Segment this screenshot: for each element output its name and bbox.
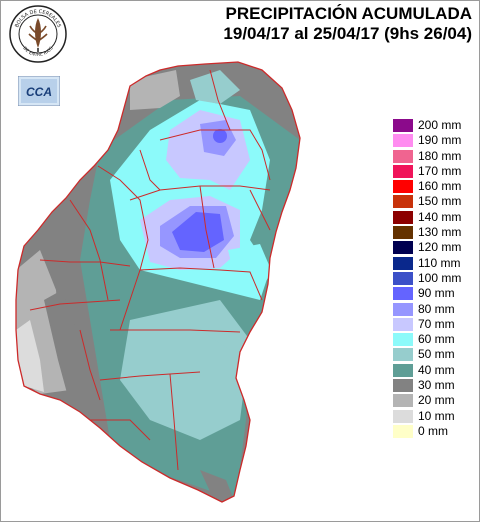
legend-label: 120 mm — [418, 240, 462, 255]
legend-label: 180 mm — [418, 148, 462, 163]
legend-swatch — [393, 348, 413, 362]
title-line-2: 19/04/17 al 25/04/17 (9hs 26/04) — [223, 24, 472, 43]
legend-swatch — [393, 379, 413, 393]
precipitation-map — [15, 61, 301, 503]
legend-swatch — [393, 226, 413, 240]
legend-swatch — [393, 241, 413, 255]
legend-swatch — [393, 180, 413, 194]
title-line-1: PRECIPITACIÓN ACUMULADA — [225, 4, 473, 23]
legend-swatch — [393, 302, 413, 316]
legend-swatch — [393, 119, 413, 132]
legend-label: 60 mm — [418, 332, 455, 347]
cca-badge: CCA — [18, 76, 60, 106]
legend-label: 170 mm — [418, 163, 462, 178]
legend-swatch — [393, 333, 413, 347]
legend-label: 190 mm — [418, 133, 462, 148]
legend-label: 0 mm — [418, 423, 448, 438]
cca-badge-text: CCA — [26, 85, 52, 99]
legend-label: 90 mm — [418, 286, 455, 301]
legend-label: 110 mm — [418, 255, 461, 270]
legend-swatch — [393, 287, 413, 301]
legend-swatch — [393, 134, 413, 148]
legend-swatch — [393, 409, 413, 423]
legend-label: 80 mm — [418, 301, 455, 316]
legend-label: 140 mm — [418, 209, 462, 224]
legend-swatch — [393, 394, 413, 408]
legend-swatch — [393, 149, 413, 163]
legend-swatch — [393, 363, 413, 377]
legend-swatch — [393, 164, 413, 178]
legend-label: 200 mm — [418, 118, 462, 132]
legend-swatch — [393, 195, 413, 209]
legend-swatch — [393, 210, 413, 224]
legend-label: 20 mm — [418, 393, 455, 408]
legend-label: 50 mm — [418, 347, 455, 362]
legend-swatch — [393, 317, 413, 331]
department-boundaries — [15, 61, 301, 503]
legend-label: 150 mm — [418, 194, 462, 209]
legend-label: 10 mm — [418, 408, 455, 423]
legend-label: 70 mm — [418, 316, 455, 331]
bolsa-de-cereales-logo: BOLSA DE CEREALES DE ENTRE RIOS — [9, 5, 67, 63]
legend-swatch — [393, 271, 413, 285]
legend-label: 30 mm — [418, 378, 455, 393]
map-title: PRECIPITACIÓN ACUMULADA 19/04/17 al 25/0… — [223, 4, 472, 44]
legend-label: 100 mm — [418, 270, 462, 285]
legend-label: 130 mm — [418, 225, 462, 240]
legend-label: 40 mm — [418, 362, 455, 377]
legend-swatch — [393, 256, 413, 270]
legend-swatch — [393, 424, 413, 438]
legend-label: 160 mm — [418, 179, 462, 194]
